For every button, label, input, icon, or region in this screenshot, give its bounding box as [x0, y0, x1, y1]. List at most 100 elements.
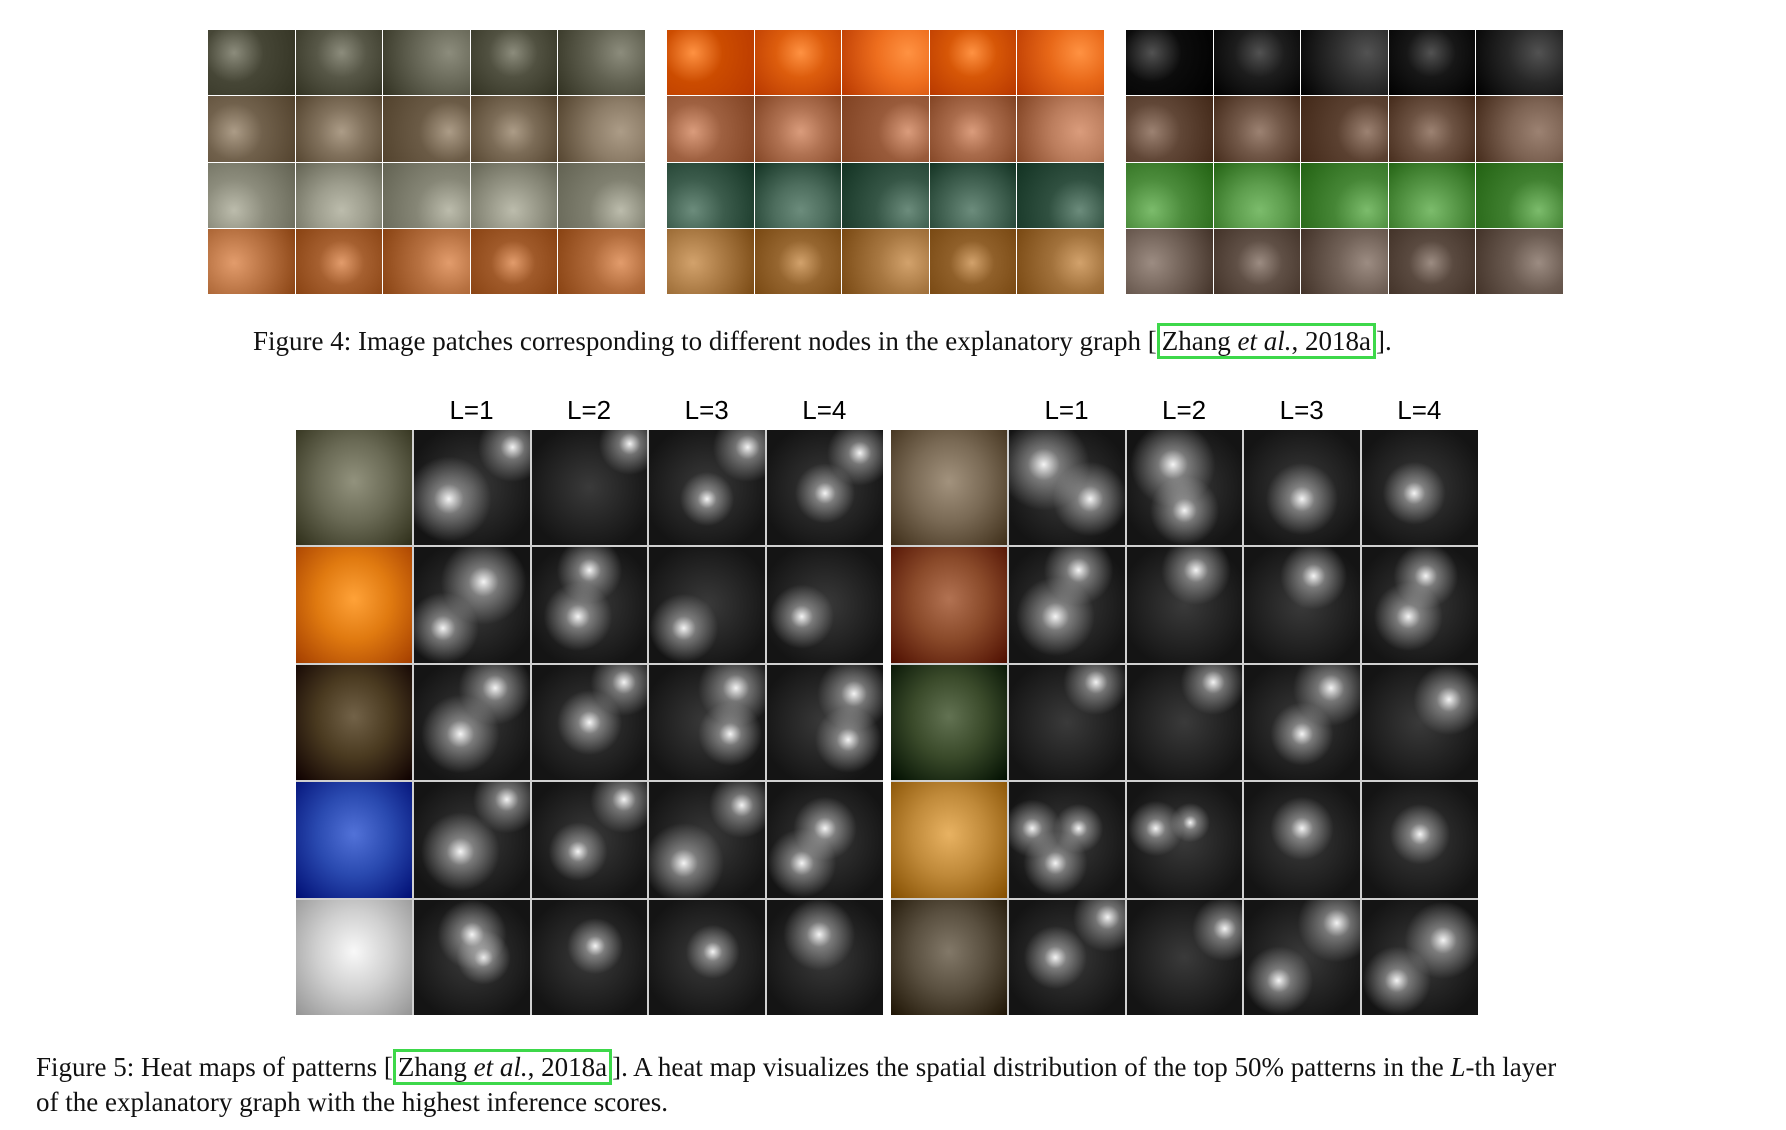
figure5-citation[interactable]: Zhang et al., 2018a [392, 1049, 613, 1085]
figure4-cite-etal: et al. [1237, 326, 1292, 356]
image-patch [470, 162, 558, 228]
col-label-l-4: L=4 [802, 395, 847, 425]
heat-map [1126, 899, 1243, 1015]
col-label-l-4: L=4 [1397, 395, 1442, 425]
heat-map [1008, 782, 1125, 898]
image-patch [558, 162, 645, 228]
heat-map [767, 899, 883, 1015]
image-patch [1213, 96, 1301, 162]
heat-map [1244, 547, 1361, 663]
image-patch [754, 96, 842, 162]
heat-map [649, 430, 766, 546]
fig4-patch-grid-3 [1126, 30, 1563, 294]
heat-map [1008, 430, 1125, 546]
figure4-citation[interactable]: Zhang et al., 2018a [1156, 323, 1376, 359]
image-patch [1126, 162, 1213, 228]
figure5-cite-author: Zhang [397, 1052, 474, 1082]
image-patch [929, 228, 1017, 294]
image-patch [842, 228, 929, 294]
heat-map [1244, 782, 1361, 898]
heat-map [767, 547, 883, 663]
heat-map [413, 664, 530, 781]
fig5-right-grid [891, 430, 1478, 1015]
figure5-caption-prefix: Figure 5: Heat maps of patterns [ [36, 1052, 393, 1082]
photo-blue-frog [296, 782, 412, 898]
image-patch [1017, 162, 1104, 228]
figure5-cite-year: , 2018a [527, 1052, 608, 1082]
image-patch [1017, 228, 1104, 294]
image-patch [1476, 96, 1563, 162]
image-patch [929, 162, 1017, 228]
image-patch [1213, 30, 1301, 96]
figure5-caption-mid: ]. A heat map visualizes the spatial dis… [612, 1052, 1451, 1082]
image-patch [295, 30, 383, 96]
col-label-l-3: L=3 [684, 395, 729, 425]
image-patch [558, 30, 645, 96]
heat-map [413, 899, 530, 1015]
heat-map [649, 782, 766, 898]
heat-map [1126, 782, 1243, 898]
image-patch [1476, 30, 1563, 96]
image-patch [558, 96, 645, 162]
heat-map [1126, 664, 1243, 781]
image-patch [1213, 162, 1301, 228]
figure4-caption-prefix: Figure 4: Image patches corresponding to… [253, 326, 1157, 356]
image-patch [1476, 162, 1563, 228]
fig4-patch-grid-2 [667, 30, 1104, 294]
image-patch [929, 30, 1017, 96]
heat-map [531, 664, 648, 781]
image-patch [1388, 162, 1476, 228]
heat-map [531, 899, 648, 1015]
image-patch [1017, 30, 1104, 96]
heat-map [1244, 664, 1361, 781]
image-patch [1388, 228, 1476, 294]
photo-jackal [891, 899, 1007, 1015]
photo-goldfish [296, 547, 412, 663]
col-label-l-2: L=2 [1162, 395, 1207, 425]
heat-map [767, 782, 883, 898]
heat-map [649, 664, 766, 781]
image-patch [842, 96, 929, 162]
heat-map [1008, 664, 1125, 781]
image-patch [667, 96, 754, 162]
col-label-l-3: L=3 [1279, 395, 1324, 425]
heat-map [1362, 664, 1478, 781]
image-patch [208, 96, 295, 162]
photo-red-panda [891, 664, 1007, 781]
image-patch [295, 228, 383, 294]
heat-map [1008, 547, 1125, 663]
figure4-caption-suffix: ]. [1375, 326, 1392, 356]
image-patch [470, 96, 558, 162]
image-patch [667, 162, 754, 228]
figure5-caption: Figure 5: Heat maps of patterns [Zhang e… [36, 1049, 1557, 1120]
heat-map [649, 899, 766, 1015]
figure5-cite-etal: et al. [473, 1052, 528, 1082]
heat-map [1126, 547, 1243, 663]
fig4-patch-grid-1 [208, 30, 645, 294]
image-patch [470, 228, 558, 294]
image-patch [558, 228, 645, 294]
image-patch [842, 162, 929, 228]
heat-map [767, 664, 883, 781]
image-patch [1126, 96, 1213, 162]
photo-lizard [296, 664, 412, 781]
heat-map [413, 782, 530, 898]
image-patch [470, 30, 558, 96]
heat-map [1362, 547, 1478, 663]
col-label-l-2: L=2 [567, 395, 612, 425]
image-patch [1388, 96, 1476, 162]
heat-map [413, 430, 530, 546]
image-patch [667, 228, 754, 294]
figure4-cite-year: , 2018a [1291, 326, 1371, 356]
image-patch [383, 228, 470, 294]
image-patch [1301, 96, 1388, 162]
figure5-caption-end: -th layer [1465, 1052, 1557, 1082]
heat-map [1362, 782, 1478, 898]
image-patch [1476, 228, 1563, 294]
image-patch [383, 30, 470, 96]
photo-antelope [891, 430, 1007, 546]
heat-map [1362, 899, 1478, 1015]
image-patch [208, 30, 295, 96]
image-patch [754, 162, 842, 228]
figure5-caption-line1: Figure 5: Heat maps of patterns [Zhang e… [36, 1049, 1557, 1085]
